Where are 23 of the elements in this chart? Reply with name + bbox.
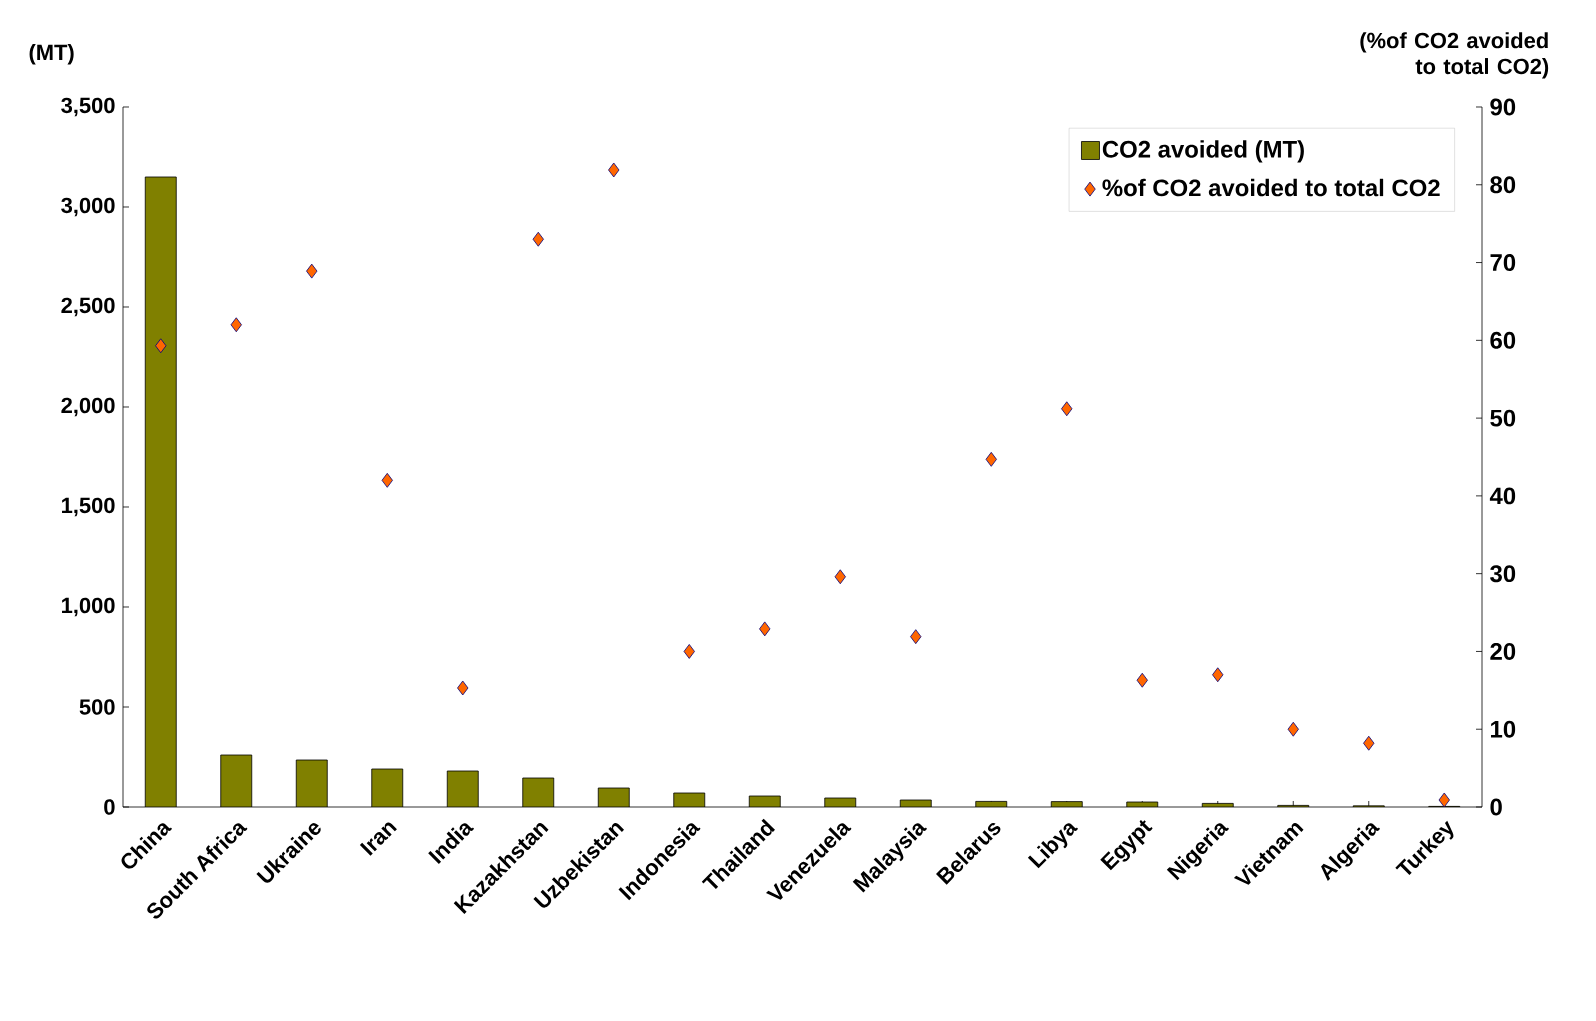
y2-tick-label: 70 xyxy=(1490,254,1516,272)
y2-tick-label: 30 xyxy=(1490,565,1516,583)
y-tick-label: 2,500 xyxy=(61,297,115,317)
y2-tick-label: 50 xyxy=(1490,409,1516,427)
y2-tick-label: 10 xyxy=(1491,720,1516,738)
legend-label: %of CO2 avoided to total CO2 xyxy=(1102,178,1440,197)
y-tick-label: 2,000 xyxy=(61,397,115,417)
y-tick-label: 1,000 xyxy=(62,597,115,617)
y2-tick-label: 0 xyxy=(1490,798,1502,816)
legend-label: CO2 avoided (MT) xyxy=(1102,140,1304,163)
y2-tick-label: 60 xyxy=(1490,331,1516,349)
x-tick-label: Iran xyxy=(359,822,397,856)
y2-axis-title: (%of CO2 avoided to total CO2) xyxy=(1360,32,1549,79)
y2-tick-label: 20 xyxy=(1490,642,1516,660)
y2-tick-label: 90 xyxy=(1490,98,1516,116)
y2-tick-label: 80 xyxy=(1490,176,1516,194)
y-tick-label: 0 xyxy=(104,799,115,815)
y-tick-label: 3,000 xyxy=(61,197,115,217)
y-tick-label: 1,500 xyxy=(62,497,115,517)
y-axis-title: (MT) xyxy=(29,44,74,65)
y2-tick-label: 40 xyxy=(1489,487,1516,505)
y-tick-label: 500 xyxy=(79,699,115,715)
y-tick-label: 3,500 xyxy=(61,97,115,117)
